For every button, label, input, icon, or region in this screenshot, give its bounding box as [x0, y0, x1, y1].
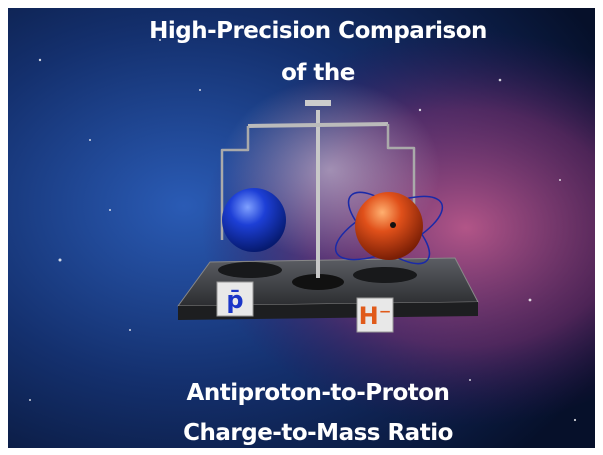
title-line: High-Precision Comparison [149, 18, 487, 44]
label-card-right: H⁻ [357, 298, 393, 332]
label-card-left: p̄ [217, 282, 253, 316]
label-left: p̄ [226, 286, 243, 314]
caption-line: Charge-to-Mass Ratio [183, 420, 453, 446]
page: p̄ H⁻ High-Precision Comparison of the A… [0, 0, 603, 455]
title-line: of the [281, 60, 355, 86]
illustration: p̄ H⁻ High-Precision Comparison of the A… [0, 0, 603, 455]
caption-line: Antiproton-to-Proton [187, 380, 450, 406]
label-right: H⁻ [359, 302, 392, 330]
